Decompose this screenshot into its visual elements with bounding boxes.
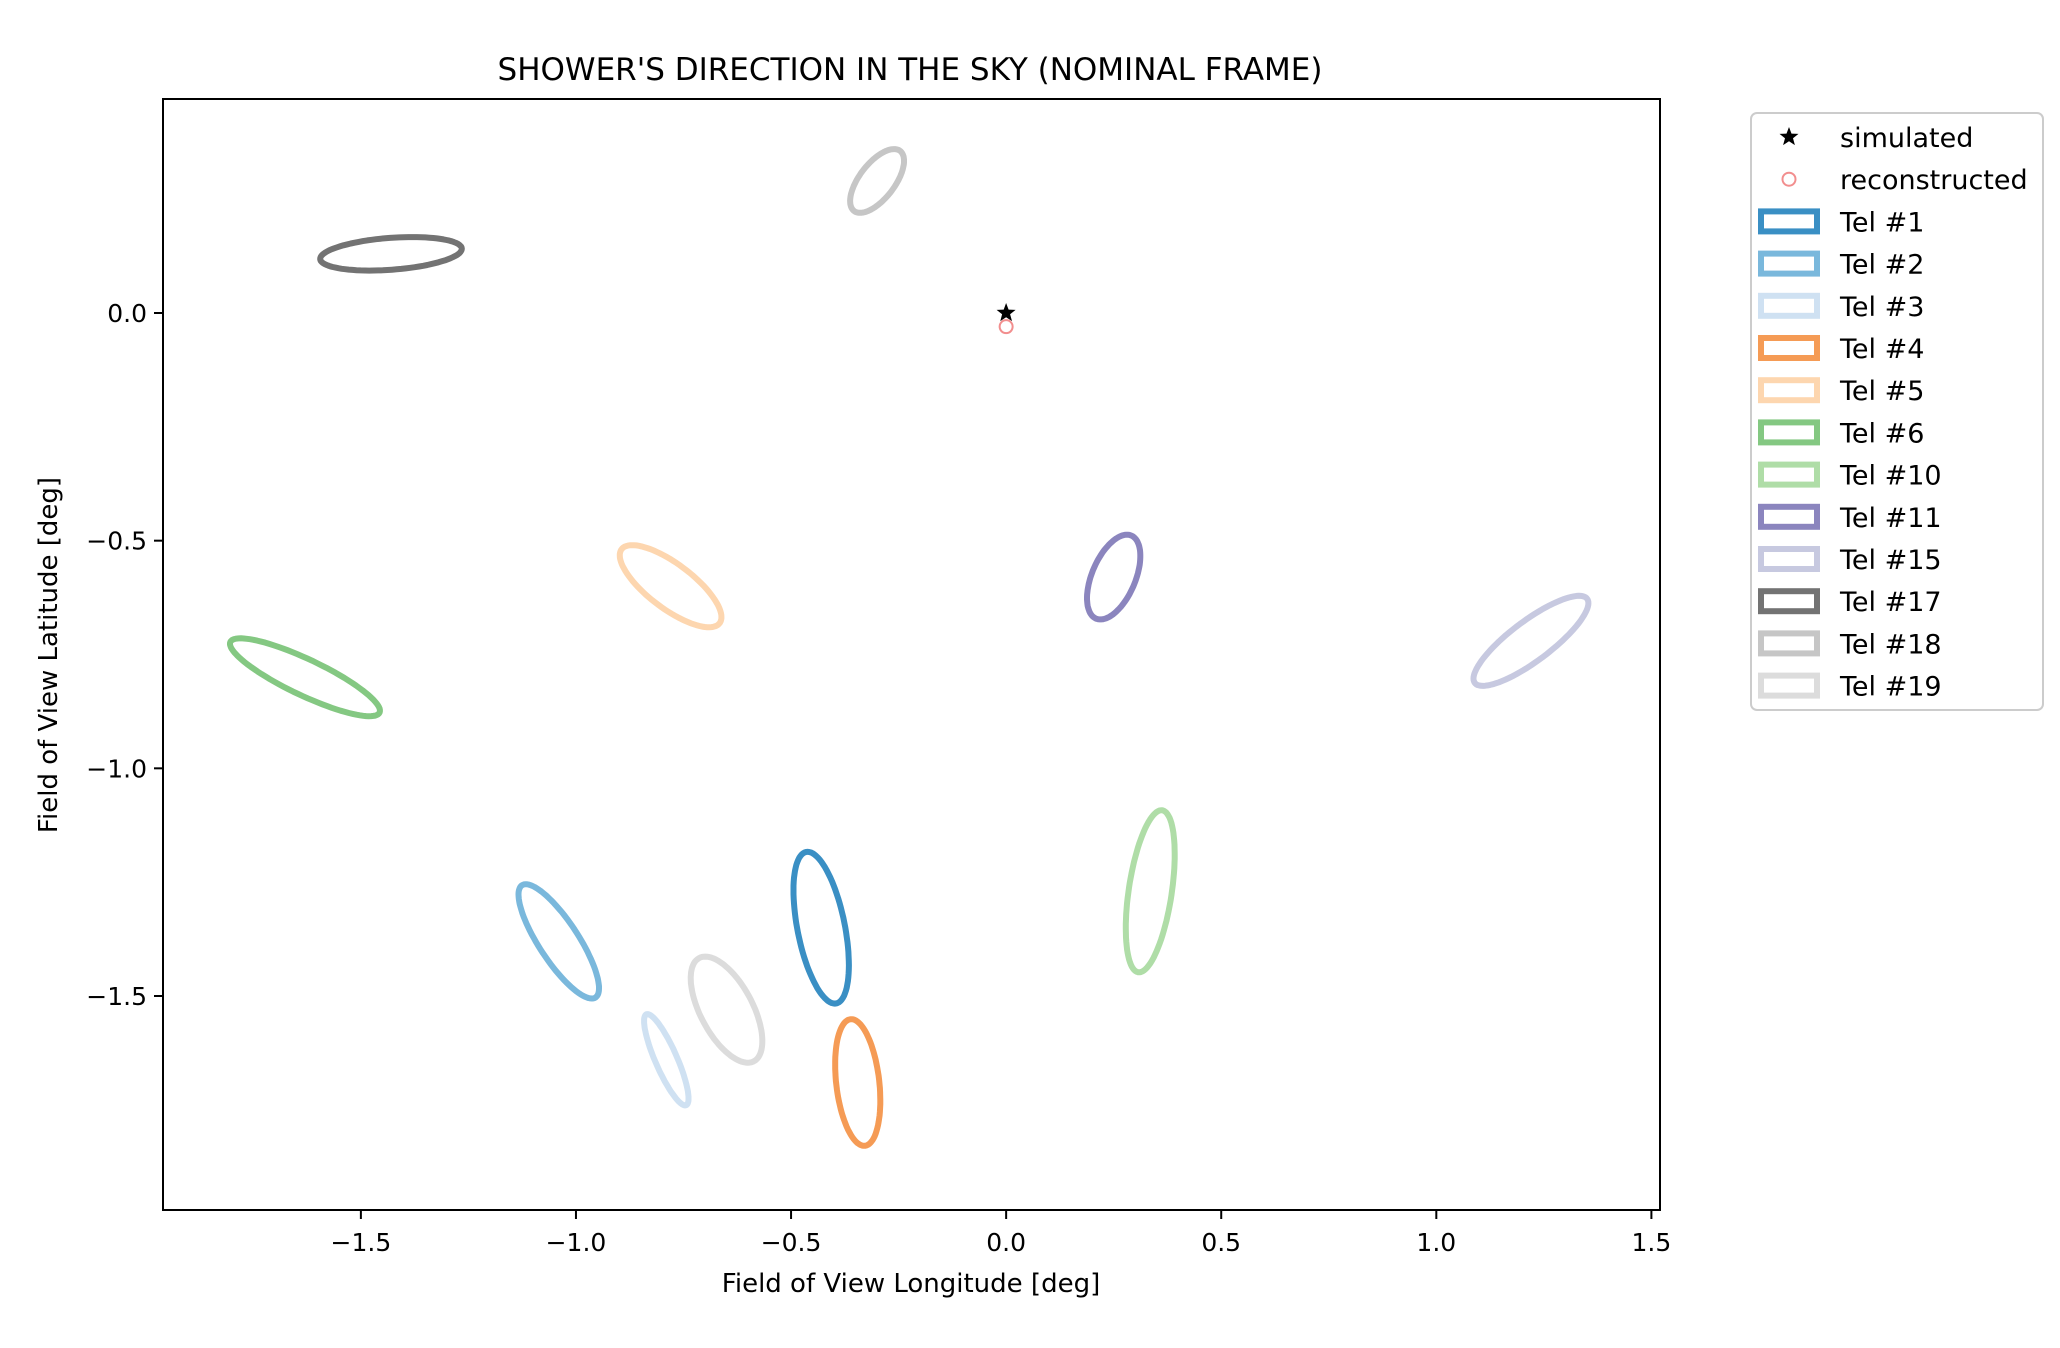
x-axis: −1.5 −1.0 −0.5 0.0 0.5 1.0 1.5: [331, 1210, 1672, 1257]
y-tick-label: −0.5: [86, 527, 147, 556]
x-tick-label: −1.5: [331, 1228, 392, 1257]
reconstructed-marker: [998, 319, 1014, 335]
legend-tel-3-swatch: [1758, 292, 1820, 319]
legend: simulated reconstructed Tel #1 Tel #2 Tel #3…: [1750, 112, 2044, 711]
legend-tel-17-label: Tel #17: [1839, 587, 1942, 618]
legend-tel-5-label: Tel #5: [1839, 376, 1924, 407]
legend-tel-10-swatch: [1758, 461, 1820, 488]
legend-tel-2-swatch: [1758, 250, 1820, 277]
x-tick-label: 1.0: [1416, 1228, 1456, 1257]
legend-reconstructed-label: reconstructed: [1840, 165, 2028, 196]
legend-simulated-label: simulated: [1840, 123, 1973, 154]
legend-tel-11-label: Tel #11: [1839, 503, 1942, 534]
legend-tel-19-swatch: [1758, 672, 1820, 699]
legend-tel-18-swatch: [1758, 630, 1820, 657]
ellipse-tel-6: [227, 635, 383, 720]
y-tick-label: −1.5: [86, 982, 147, 1011]
x-tick-label: −1.0: [546, 1228, 607, 1257]
legend-tel-15-swatch: [1758, 546, 1820, 572]
legend-tel-4-swatch: [1758, 335, 1820, 361]
y-tick-label: −1.0: [86, 754, 147, 783]
legend-tel-17-swatch: [1758, 588, 1820, 615]
y-axis-label: Field of View Latitude [deg]: [34, 477, 64, 833]
x-tick-label: −0.5: [761, 1228, 822, 1257]
legend-tel-18-label: Tel #18: [1839, 629, 1942, 660]
telescope-ellipses: [227, 146, 1592, 1149]
ellipse-tel-10: [1122, 807, 1178, 976]
legend-tel-5-swatch: [1758, 377, 1820, 404]
legend-tel-1-label: Tel #1: [1839, 207, 1924, 238]
legend-tel-4-label: Tel #4: [1839, 334, 1924, 365]
legend-tel-19-label: Tel #19: [1839, 672, 1942, 703]
direction-markers: [996, 303, 1016, 335]
plot-frame: [162, 98, 1661, 1211]
legend-simulated-marker: [1779, 127, 1799, 146]
ellipse-tel-11: [1084, 531, 1144, 623]
legend-tel-1-swatch: [1758, 208, 1820, 235]
simulated-marker: [996, 303, 1016, 322]
x-tick-label: 0.0: [986, 1228, 1026, 1257]
y-tick-label: 0.0: [107, 299, 147, 328]
legend-tel-6-swatch: [1758, 419, 1820, 446]
x-axis-label: Field of View Longitude [deg]: [722, 1269, 1100, 1299]
legend-tel-6-label: Tel #6: [1839, 418, 1924, 449]
legend-tel-3-label: Tel #3: [1839, 292, 1924, 323]
legend-items: simulated reconstructed Tel #1 Tel #2 Tel #3…: [1758, 123, 2028, 703]
ellipse-tel-3: [641, 1011, 692, 1109]
ellipse-tel-5: [616, 542, 725, 631]
legend-reconstructed-marker: [1781, 171, 1797, 187]
x-tick-label: 1.5: [1632, 1228, 1672, 1257]
plot-area: [162, 98, 1661, 1211]
legend-tel-15-label: Tel #15: [1839, 545, 1942, 576]
x-tick-label: 0.5: [1201, 1228, 1241, 1257]
legend-tel-11-swatch: [1758, 503, 1820, 530]
ellipse-tel-4: [832, 1016, 884, 1149]
chart-title: SHOWER'S DIRECTION IN THE SKY (NOMINAL F…: [498, 52, 1323, 88]
legend-frame: [1750, 112, 2044, 711]
ellipse-tel-2: [515, 881, 602, 1002]
ellipse-tel-17: [317, 234, 465, 274]
ellipse-tel-19: [687, 953, 766, 1066]
legend-tel-2-label: Tel #2: [1839, 250, 1924, 281]
legend-tel-10-label: Tel #10: [1839, 461, 1942, 492]
ellipse-tel-18: [847, 146, 907, 216]
y-axis: 0.0 −0.5 −1.0 −1.5: [86, 299, 163, 1011]
ellipse-tel-15: [1470, 592, 1592, 689]
ellipse-tel-1: [790, 848, 852, 1007]
